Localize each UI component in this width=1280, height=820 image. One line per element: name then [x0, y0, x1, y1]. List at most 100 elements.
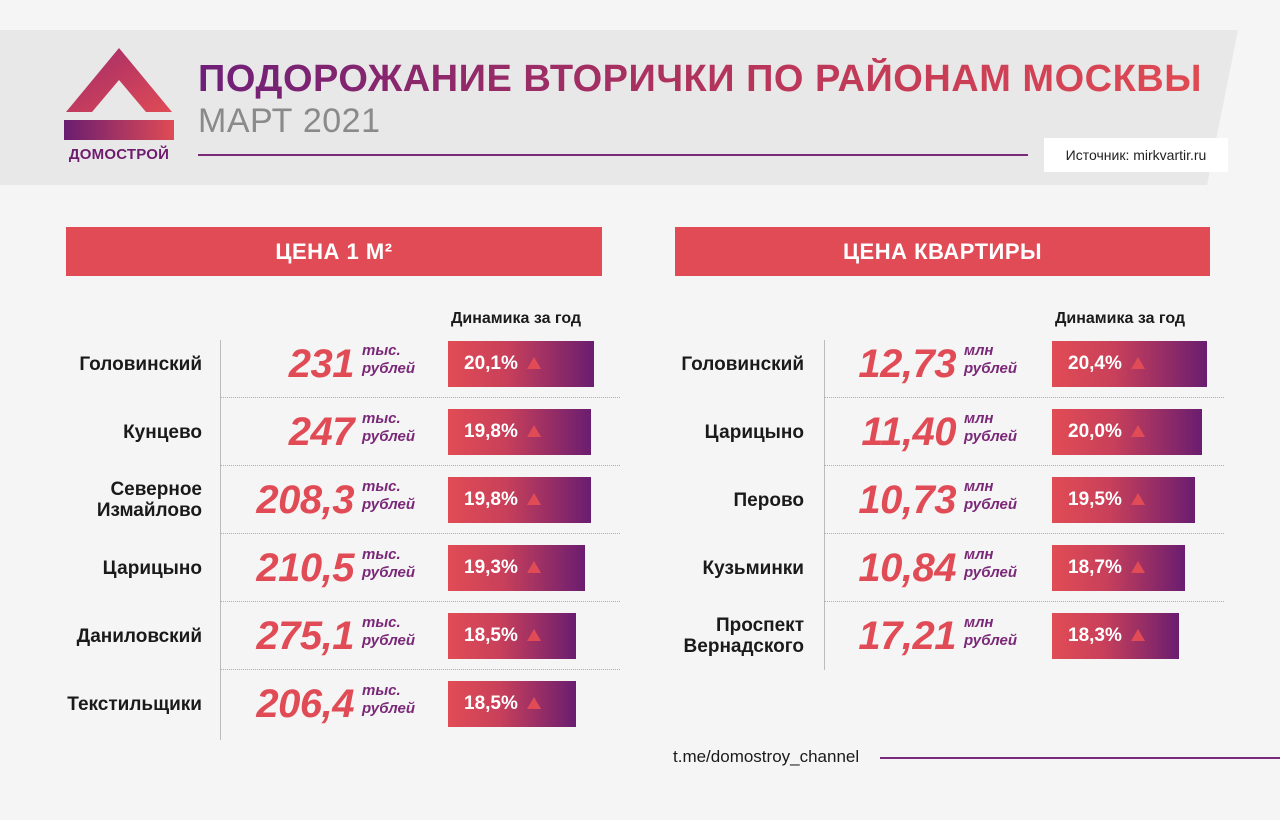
dynamics-label-left: Динамика за год: [451, 310, 582, 327]
up-triangle-icon: [526, 357, 541, 369]
growth-value: 18,3%: [1068, 625, 1122, 646]
growth-value: 18,7%: [1068, 557, 1122, 578]
price-value: 208,3: [256, 477, 354, 522]
up-triangle-icon: [1130, 493, 1145, 505]
growth-bar: 18,3%: [1052, 613, 1179, 659]
growth-bar: 19,5%: [1052, 477, 1195, 523]
up-triangle-icon: [526, 493, 541, 505]
table-row: Царицыно 210,5 тыс. рублей 19,3%: [60, 534, 620, 602]
growth-bar: 19,8%: [448, 477, 591, 523]
up-triangle-icon: [1130, 357, 1145, 369]
up-triangle-icon: [526, 425, 541, 437]
row-separator: [220, 601, 620, 602]
price-unit: тыс. рублей: [362, 410, 416, 445]
district-name: Даниловский: [76, 625, 202, 647]
table-row: Кунцево 247 тыс. рублей 19,8%: [60, 398, 620, 466]
row-separator: [220, 465, 620, 466]
district-name: Перово: [733, 489, 804, 511]
price-value: 10,84: [858, 545, 956, 590]
price-value: 11,40: [861, 409, 956, 454]
district-name: Кузьминки: [702, 557, 804, 579]
table-row: Головинский 12,73 млн рублей 20,4%: [664, 330, 1224, 398]
district-name: Проспект Вернадского: [683, 615, 804, 657]
growth-bar: 20,4%: [1052, 341, 1207, 387]
row-separator: [824, 533, 1224, 534]
price-unit: млн рублей: [964, 546, 1018, 581]
district-name: Головинский: [79, 353, 202, 375]
price-unit: млн рублей: [964, 614, 1018, 649]
panel-title-price-per-m2: ЦЕНА 1 М²: [66, 227, 602, 276]
growth-value: 18,5%: [464, 625, 518, 646]
row-separator: [220, 397, 620, 398]
price-value: 247: [288, 409, 355, 454]
price-unit: тыс. рублей: [362, 478, 416, 513]
up-triangle-icon: [1130, 629, 1145, 641]
growth-value: 19,8%: [464, 489, 518, 510]
price-unit: тыс. рублей: [362, 546, 416, 581]
page-subtitle: МАРТ 2021: [198, 102, 381, 140]
growth-value: 19,5%: [1068, 489, 1122, 510]
price-unit: тыс. рублей: [362, 614, 416, 649]
price-value: 12,73: [858, 341, 956, 386]
district-name: Царицыно: [102, 557, 202, 579]
dynamics-label-right: Динамика за год: [1055, 310, 1186, 327]
table-row: Перово 10,73 млн рублей 19,5%: [664, 466, 1224, 534]
up-triangle-icon: [526, 629, 541, 641]
growth-bar: 18,5%: [448, 681, 576, 727]
growth-bar: 20,0%: [1052, 409, 1202, 455]
table-row: Кузьминки 10,84 млн рублей 18,7%: [664, 534, 1224, 602]
district-name: Головинский: [681, 353, 804, 375]
growth-value: 20,1%: [464, 353, 518, 374]
row-separator: [220, 533, 620, 534]
row-separator: [824, 601, 1224, 602]
district-name: Северное Измайлово: [96, 479, 202, 521]
price-value: 210,5: [256, 545, 354, 590]
growth-bar: 18,7%: [1052, 545, 1185, 591]
district-name: Текстильщики: [67, 693, 202, 715]
growth-bar: 18,5%: [448, 613, 576, 659]
growth-value: 20,4%: [1068, 353, 1122, 374]
vertical-divider: [824, 340, 825, 670]
logo-icon: [64, 48, 174, 140]
source-label: Источник: mirkvartir.ru: [1044, 138, 1228, 172]
row-separator: [220, 669, 620, 670]
price-unit: млн рублей: [964, 478, 1018, 513]
up-triangle-icon: [1130, 425, 1145, 437]
table-row: Текстильщики 206,4 тыс. рублей 18,5%: [60, 670, 620, 738]
price-value: 275,1: [256, 613, 354, 658]
telegram-link[interactable]: t.me/domostroy_channel: [673, 747, 860, 766]
logo-text: ДОМОСТРОЙ: [68, 146, 170, 163]
district-name: Кунцево: [123, 421, 202, 443]
up-triangle-icon: [1130, 561, 1145, 573]
price-unit: млн рублей: [964, 342, 1018, 377]
growth-bar: 19,8%: [448, 409, 591, 455]
table-row: Северное Измайлово 208,3 тыс. рублей 19,8%: [60, 466, 620, 534]
up-triangle-icon: [526, 697, 541, 709]
growth-bar: 20,1%: [448, 341, 594, 387]
growth-value: 18,5%: [464, 693, 518, 714]
price-unit: тыс. рублей: [362, 342, 416, 377]
growth-value: 19,8%: [464, 421, 518, 442]
price-value: 231: [288, 341, 355, 386]
district-name: Царицыно: [704, 421, 804, 443]
price-value: 206,4: [256, 681, 354, 726]
price-unit: тыс. рублей: [362, 682, 416, 717]
price-value: 10,73: [858, 477, 956, 522]
table-row: Даниловский 275,1 тыс. рублей 18,5%: [60, 602, 620, 670]
price-value: 17,21: [858, 613, 956, 658]
panel-title-apartment-price: ЦЕНА КВАРТИРЫ: [675, 227, 1210, 276]
table-row: Проспект Вернадского 17,21 млн рублей 18,3%: [664, 602, 1224, 670]
growth-bar: 19,3%: [448, 545, 585, 591]
header-band: [0, 30, 1238, 185]
footer-divider: [880, 757, 1280, 759]
domostroy-logo: ДОМОСТРОЙ: [60, 42, 178, 172]
price-unit: млн рублей: [964, 410, 1018, 445]
page-title: ПОДОРОЖАНИЕ ВТОРИЧКИ ПО РАЙОНАМ МОСКВЫ: [198, 58, 1202, 100]
up-triangle-icon: [526, 561, 541, 573]
row-separator: [824, 465, 1224, 466]
table-row: Царицыно 11,40 млн рублей 20,0%: [664, 398, 1224, 466]
vertical-divider: [220, 340, 221, 740]
growth-value: 19,3%: [464, 557, 518, 578]
growth-value: 20,0%: [1068, 421, 1122, 442]
table-row: Головинский 231 тыс. рублей 20,1%: [60, 330, 620, 398]
